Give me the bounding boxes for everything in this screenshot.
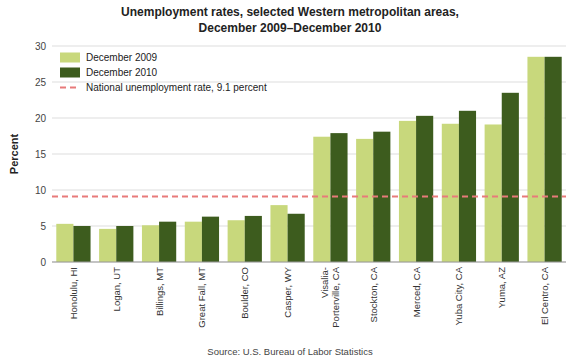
y-axis-label: Percent xyxy=(8,133,20,174)
bar xyxy=(416,116,433,262)
bar xyxy=(185,222,202,262)
bar xyxy=(270,205,287,262)
x-tick-label: Stockton, CA xyxy=(368,266,379,322)
x-tick-label-line: Stockton, CA xyxy=(368,266,379,322)
bar xyxy=(142,225,159,262)
bar xyxy=(116,226,133,262)
x-tick-label: Boulder, CO xyxy=(239,267,250,319)
x-tick-label: Billings, MT xyxy=(154,267,165,316)
legend-swatch xyxy=(60,68,80,78)
y-tick-label: 20 xyxy=(35,113,47,124)
reference-line xyxy=(52,196,566,198)
chart: Unemployment rates, selected Western met… xyxy=(0,0,580,360)
x-tick-label-line: Visalia- xyxy=(319,267,330,298)
y-tick-label: 25 xyxy=(35,77,47,88)
bar xyxy=(356,139,373,262)
bar xyxy=(245,216,262,262)
x-tick-label: Yuma, AZ xyxy=(496,267,507,308)
x-tick-label: Visalia-Porterville, CA xyxy=(319,266,341,327)
bar xyxy=(502,93,519,262)
bar xyxy=(202,217,219,262)
x-axis-line xyxy=(52,262,566,263)
title: Unemployment rates, selected Western met… xyxy=(121,5,459,19)
y-tick-label: 10 xyxy=(35,185,47,196)
bar xyxy=(485,124,502,262)
bar xyxy=(313,137,330,262)
legend: December 2009 December 2010 National unemp… xyxy=(60,52,267,93)
x-tick-label: Yuba City, CA xyxy=(453,266,464,325)
x-tick-label-line: Casper, WY xyxy=(282,266,293,317)
legend-label: December 2009 xyxy=(86,52,158,63)
grid-line xyxy=(52,118,566,119)
x-tick-label-line: Porterville, CA xyxy=(330,266,341,327)
y-tick-label: 30 xyxy=(35,41,47,52)
bar xyxy=(99,229,116,262)
source: Source: U.S. Bureau of Labor Statistics xyxy=(207,346,373,357)
bar xyxy=(527,57,544,262)
x-tick-label-line: Yuma, AZ xyxy=(496,267,507,308)
x-tick-label: Logan, UT xyxy=(111,267,122,312)
legend-swatch xyxy=(60,87,80,89)
x-tick-label: Merced, CA xyxy=(411,266,422,317)
legend-label: December 2010 xyxy=(86,67,158,78)
plot-area xyxy=(52,57,566,262)
bar xyxy=(159,222,176,262)
x-tick-label-line: Merced, CA xyxy=(411,266,422,317)
bar xyxy=(399,121,416,262)
x-tick-label-line: Honolulu, HI xyxy=(68,267,79,319)
y-tick-label: 5 xyxy=(40,221,46,232)
x-tick-label-line: Yuba City, CA xyxy=(453,266,464,325)
bar xyxy=(459,111,476,262)
bar xyxy=(73,226,90,262)
x-tick-label: El Centro, CA xyxy=(539,266,550,325)
bar xyxy=(545,57,562,262)
x-tick-label-line: El Centro, CA xyxy=(539,266,550,325)
bar xyxy=(56,224,73,262)
bar xyxy=(228,220,245,262)
y-tick-label: 0 xyxy=(40,257,46,268)
x-tick-label: Honolulu, HI xyxy=(68,267,79,319)
grid-line xyxy=(52,46,566,47)
x-tick-label-line: Boulder, CO xyxy=(239,267,250,319)
subtitle: December 2009–December 2010 xyxy=(199,21,382,35)
x-tick-label: Casper, WY xyxy=(282,266,293,317)
bar xyxy=(288,214,305,262)
y-tick-label: 15 xyxy=(35,149,47,160)
x-tick-label-line: Logan, UT xyxy=(111,267,122,312)
x-tick-label-line: Great Fall, MT xyxy=(196,267,207,328)
bar xyxy=(442,124,459,262)
x-tick-label-line: Billings, MT xyxy=(154,267,165,316)
bar xyxy=(330,133,347,262)
legend-label: National unemployment rate, 9.1 percent xyxy=(86,82,267,93)
grid-line xyxy=(52,262,566,263)
legend-swatch xyxy=(60,53,80,63)
x-tick-label: Great Fall, MT xyxy=(196,267,207,328)
